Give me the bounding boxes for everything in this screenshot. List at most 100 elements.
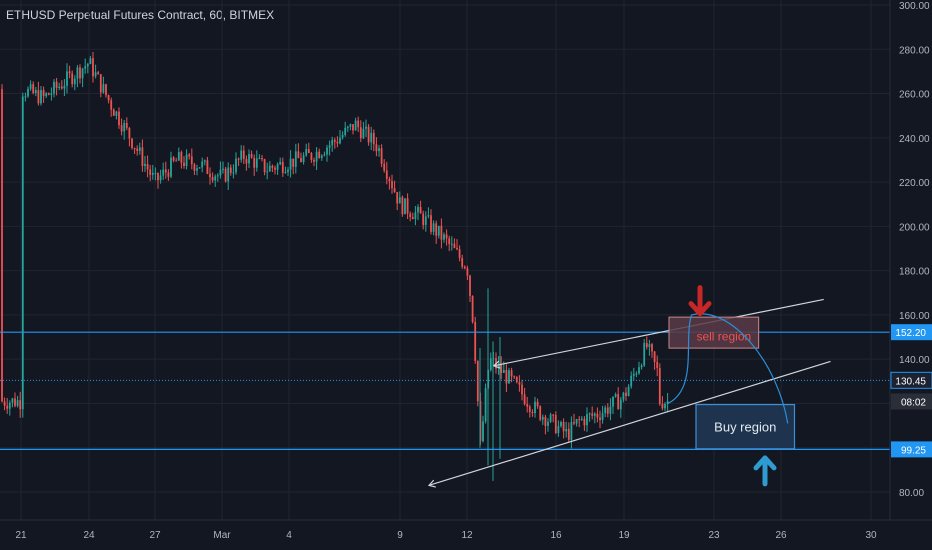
candle: [19, 391, 22, 418]
candle: [336, 136, 339, 148]
candle: [596, 407, 599, 423]
candle: [448, 235, 451, 252]
candle: [357, 116, 360, 133]
candle: [409, 211, 412, 222]
candle: [370, 126, 373, 150]
candle: [55, 77, 58, 96]
lower-trend-line[interactable]: [427, 360, 831, 488]
candle: [570, 416, 573, 449]
candle: [3, 397, 6, 411]
upper-trend-line[interactable]: [492, 298, 824, 369]
candle: [118, 107, 120, 129]
candle: [1, 84, 3, 403]
candle: [344, 121, 347, 137]
candle: [263, 158, 266, 176]
candle: [521, 379, 523, 401]
candle: [557, 420, 560, 437]
candle: [136, 145, 139, 156]
x-tick-label: 23: [708, 530, 720, 541]
candle: [466, 265, 469, 281]
candle: [396, 191, 399, 211]
candle: [476, 360, 479, 407]
candle: [133, 147, 136, 154]
candle: [482, 415, 484, 443]
candle: [539, 405, 542, 422]
candle: [42, 86, 45, 103]
candle: [560, 420, 562, 428]
candle: [523, 387, 526, 406]
candle: [599, 410, 601, 429]
candle: [302, 152, 305, 165]
candle: [232, 164, 235, 179]
candle: [635, 371, 638, 378]
projection-curve: [667, 313, 789, 424]
candle: [653, 350, 656, 370]
candle: [209, 167, 211, 185]
candle: [404, 198, 406, 215]
candle: [227, 162, 230, 190]
candle: [34, 86, 37, 97]
candle: [120, 118, 123, 136]
candle: [261, 154, 263, 162]
candle: [331, 136, 334, 152]
candle: [630, 371, 633, 389]
candle: [625, 387, 627, 401]
candle: [341, 131, 344, 140]
candle: [323, 151, 326, 157]
candle: [554, 411, 557, 435]
candle: [180, 150, 183, 169]
candle: [193, 162, 196, 175]
candle: [614, 392, 617, 398]
candle: [578, 416, 581, 428]
candle: [123, 119, 126, 140]
candle: [292, 158, 295, 175]
candle: [541, 414, 544, 425]
candle: [461, 254, 464, 269]
candle: [172, 156, 175, 163]
candle: [567, 422, 570, 443]
candle: [656, 355, 659, 377]
candle: [632, 367, 635, 381]
candle: [367, 123, 370, 146]
price-tag: 99.25: [891, 441, 932, 458]
candle: [320, 154, 323, 161]
candle: [110, 97, 113, 117]
candle: [315, 147, 318, 171]
candle: [591, 406, 594, 420]
candle: [417, 204, 419, 221]
candle: [658, 363, 661, 406]
candle: [310, 151, 313, 163]
sell-region-box[interactable]: sell region: [668, 316, 760, 349]
candle: [258, 154, 261, 160]
price-tag-label: 130.45: [895, 376, 926, 387]
candle: [380, 144, 383, 168]
candle: [14, 392, 16, 408]
annotations: sell region Buy region: [427, 285, 831, 488]
y-tick-label: 260.00: [899, 90, 930, 101]
candle: [326, 144, 328, 162]
candle: [99, 74, 102, 98]
candle: [287, 167, 289, 176]
candle: [255, 150, 258, 172]
candle: [177, 147, 180, 161]
candle: [105, 83, 107, 98]
price-tag: 08:02: [891, 393, 932, 410]
buy-region-box[interactable]: Buy region: [695, 403, 796, 450]
candle: [375, 137, 378, 157]
candle: [274, 165, 276, 175]
candle: [8, 400, 11, 416]
candle: [544, 414, 547, 435]
candle: [385, 161, 388, 185]
candle: [609, 398, 612, 421]
price-tag: 130.45: [890, 371, 932, 389]
candle: [378, 145, 380, 157]
candle: [500, 356, 503, 380]
candle: [333, 137, 336, 149]
candle: [281, 157, 284, 177]
candle: [406, 193, 409, 219]
candle: [354, 117, 357, 131]
candle: [552, 413, 555, 423]
candle: [138, 142, 141, 155]
x-tick-label: 24: [83, 530, 95, 541]
